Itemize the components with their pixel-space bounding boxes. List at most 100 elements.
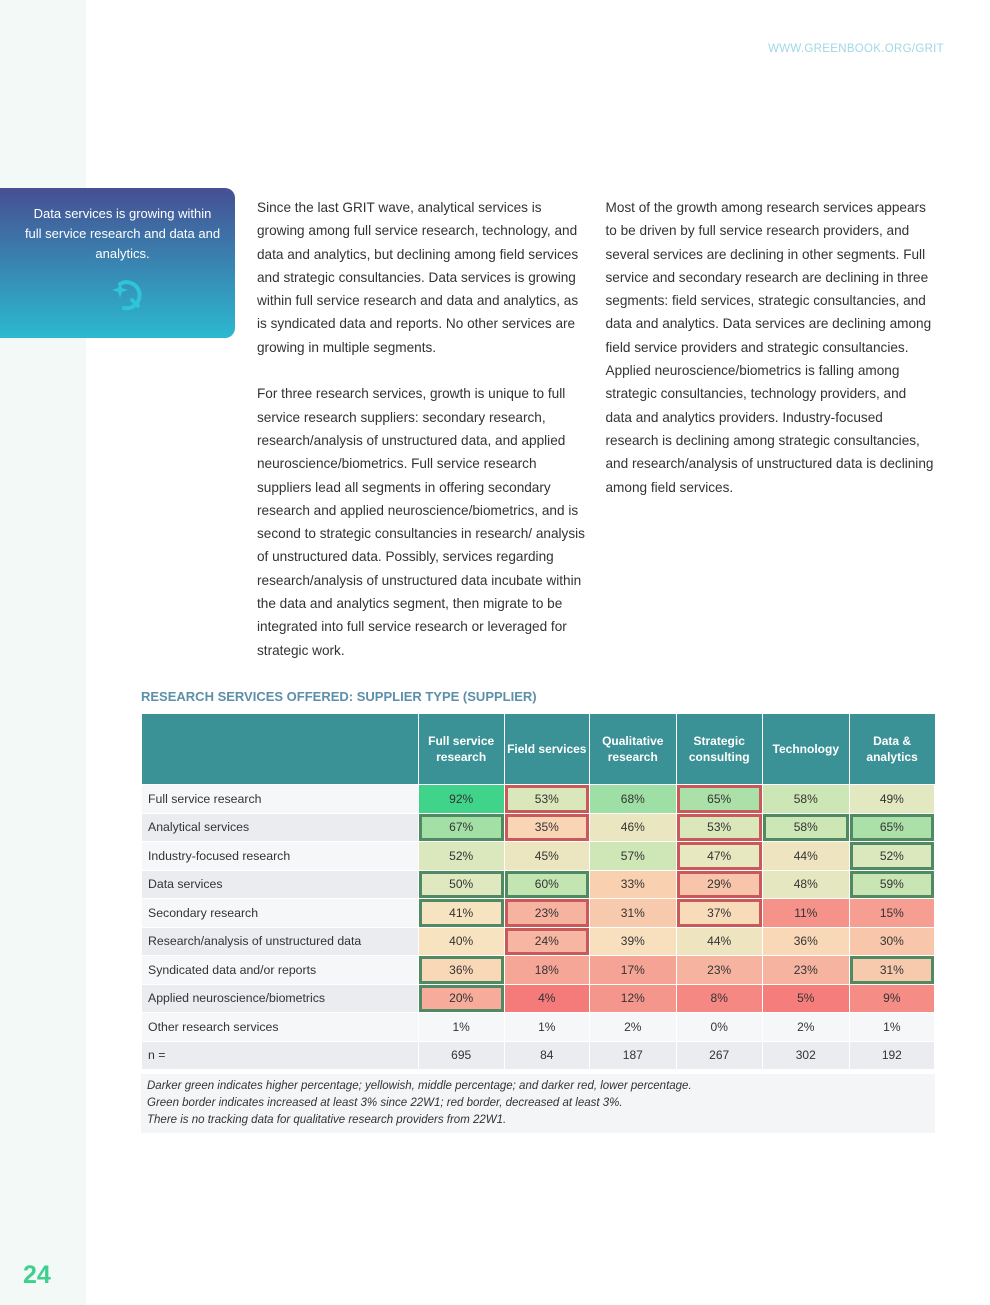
table-cell: 23%: [761, 955, 850, 985]
table-cell: 8%: [675, 983, 763, 1013]
table-cell: 187: [589, 1040, 677, 1070]
paragraph: Most of the growth among research servic…: [605, 200, 934, 495]
note: There is no tracking data for qualitativ…: [147, 1114, 507, 1126]
table-cell: 267: [675, 1040, 763, 1070]
table-cell: 44%: [675, 926, 763, 956]
table-cell: 65%: [675, 784, 763, 814]
table-cell: 695: [417, 1040, 505, 1070]
table-cell: 58%: [761, 812, 850, 842]
table-cell: 15%: [848, 898, 936, 928]
table-row: Secondary research 41% 23% 31% 37% 11% 15%: [141, 898, 936, 928]
table-cell: 31%: [589, 898, 677, 928]
table-cell: 31%: [848, 955, 936, 985]
table-cell: 2%: [761, 1012, 850, 1042]
column-header: Qualitative research: [589, 714, 676, 785]
table-cell: 68%: [589, 784, 677, 814]
table-cell: 24%: [503, 926, 591, 956]
table-cell: 53%: [503, 784, 591, 814]
note: Green border indicates increased at leas…: [147, 1097, 623, 1109]
row-label: Analytical services: [141, 812, 419, 842]
table-header-row: Full service research Field services Quali…: [141, 714, 935, 785]
table-cell: 46%: [589, 812, 677, 842]
table-row: Analytical services 67% 35% 46% 53% 58% 65%: [141, 812, 936, 842]
table-cell: 4%: [503, 983, 591, 1013]
table-cell: 36%: [417, 955, 505, 985]
row-label: Research/analysis of unstructured data: [141, 926, 419, 956]
table-cell: 47%: [675, 841, 763, 871]
refresh-search-icon: [112, 280, 142, 311]
table-cell: 52%: [417, 841, 505, 871]
body-column-left: Since the last GRIT wave, analytical ser…: [257, 196, 587, 689]
table-cell: 9%: [848, 983, 936, 1013]
table-cell: 2%: [589, 1012, 677, 1042]
table-cell: 12%: [589, 983, 677, 1013]
callout-text: Data services is growing within full ser…: [24, 206, 221, 261]
table-cell: 5%: [761, 983, 850, 1013]
main-content: Since the last GRIT wave, analytical ser…: [141, 196, 936, 1133]
row-label: Other research services: [141, 1012, 419, 1042]
table-cell: 39%: [589, 926, 677, 956]
table-cell: 20%: [417, 983, 505, 1013]
table-cell: 1%: [503, 1012, 591, 1042]
table-cell: 1%: [848, 1012, 936, 1042]
table-row: Industry-focused research 52% 45% 57% 47% 44%…: [141, 841, 936, 871]
table-cell: 18%: [503, 955, 591, 985]
table-cell: 0%: [675, 1012, 763, 1042]
table-title: RESEARCH SERVICES OFFERED: SUPPLIER TYPE…: [141, 689, 537, 704]
column-header: Strategic consulting: [675, 714, 763, 785]
table-cell: 23%: [503, 898, 591, 928]
table-cell: 52%: [848, 841, 936, 871]
table-cell: 37%: [675, 898, 763, 928]
table-row: Other research services 1% 1% 2% 0% 2% 1%: [141, 1012, 936, 1042]
row-label: Applied neuroscience/biometrics: [141, 983, 419, 1013]
row-label: Data services: [141, 869, 419, 899]
table-cell: 192: [848, 1040, 936, 1070]
table-cell: 36%: [761, 926, 850, 956]
table-cell: 29%: [675, 869, 763, 899]
row-label: Full service research: [141, 784, 419, 814]
row-label: Secondary research: [141, 898, 419, 928]
table-cell: 57%: [589, 841, 677, 871]
table-cell: 302: [761, 1040, 850, 1070]
table-cell: 40%: [417, 926, 505, 956]
table-row: Research/analysis of unstructured data 40…: [141, 926, 936, 956]
row-label: Syndicated data and/or reports: [141, 955, 419, 985]
note: Darker green indicates higher percentage…: [147, 1080, 692, 1092]
body-columns: Since the last GRIT wave, analytical ser…: [257, 196, 935, 689]
page-number: 24: [23, 1261, 51, 1289]
row-label: n =: [141, 1040, 419, 1070]
table-cell: 41%: [417, 898, 505, 928]
table-cell: 35%: [503, 812, 591, 842]
table-cell: 53%: [675, 812, 763, 842]
table-cell: 1%: [417, 1012, 505, 1042]
table-cell: 84: [503, 1040, 591, 1070]
table-row: Applied neuroscience/biometrics 20% 4% 12% 8…: [141, 983, 936, 1013]
table-cell: 65%: [848, 812, 936, 842]
column-header: Technology: [761, 714, 850, 785]
table-cell: 30%: [848, 926, 936, 956]
callout-box: Data services is growing within full ser…: [0, 188, 235, 338]
table-cell: 33%: [589, 869, 677, 899]
column-header: Field services: [503, 714, 590, 785]
table-cell: 92%: [417, 784, 505, 814]
table-cell: 50%: [417, 869, 505, 899]
paragraph: For three research services, growth is u…: [257, 386, 585, 658]
table-cell: 45%: [503, 841, 591, 871]
table-cell: 59%: [848, 869, 936, 899]
table-row: n = 695 84 187 267 302 192: [141, 1040, 936, 1070]
row-label: Industry-focused research: [141, 841, 419, 871]
table-cell: 17%: [589, 955, 677, 985]
table-cell: 49%: [848, 784, 936, 814]
table-row: Syndicated data and/or reports 36% 18% 17% 2…: [141, 955, 936, 985]
table-row: Full service research 92% 53% 68% 65% 58% 49%: [141, 784, 936, 814]
table-cell: 23%: [675, 955, 763, 985]
table-cell: 60%: [503, 869, 591, 899]
table-cell: 44%: [761, 841, 850, 871]
table-cell: 67%: [417, 812, 505, 842]
column-header: Data & analytics: [848, 714, 935, 785]
table-cell: 11%: [761, 898, 850, 928]
column-header: Full service research: [417, 714, 504, 785]
table-cell: 58%: [761, 784, 850, 814]
column-header: [141, 714, 419, 785]
site-url[interactable]: WWW.GREENBOOK.ORG/GRIT: [768, 43, 944, 55]
